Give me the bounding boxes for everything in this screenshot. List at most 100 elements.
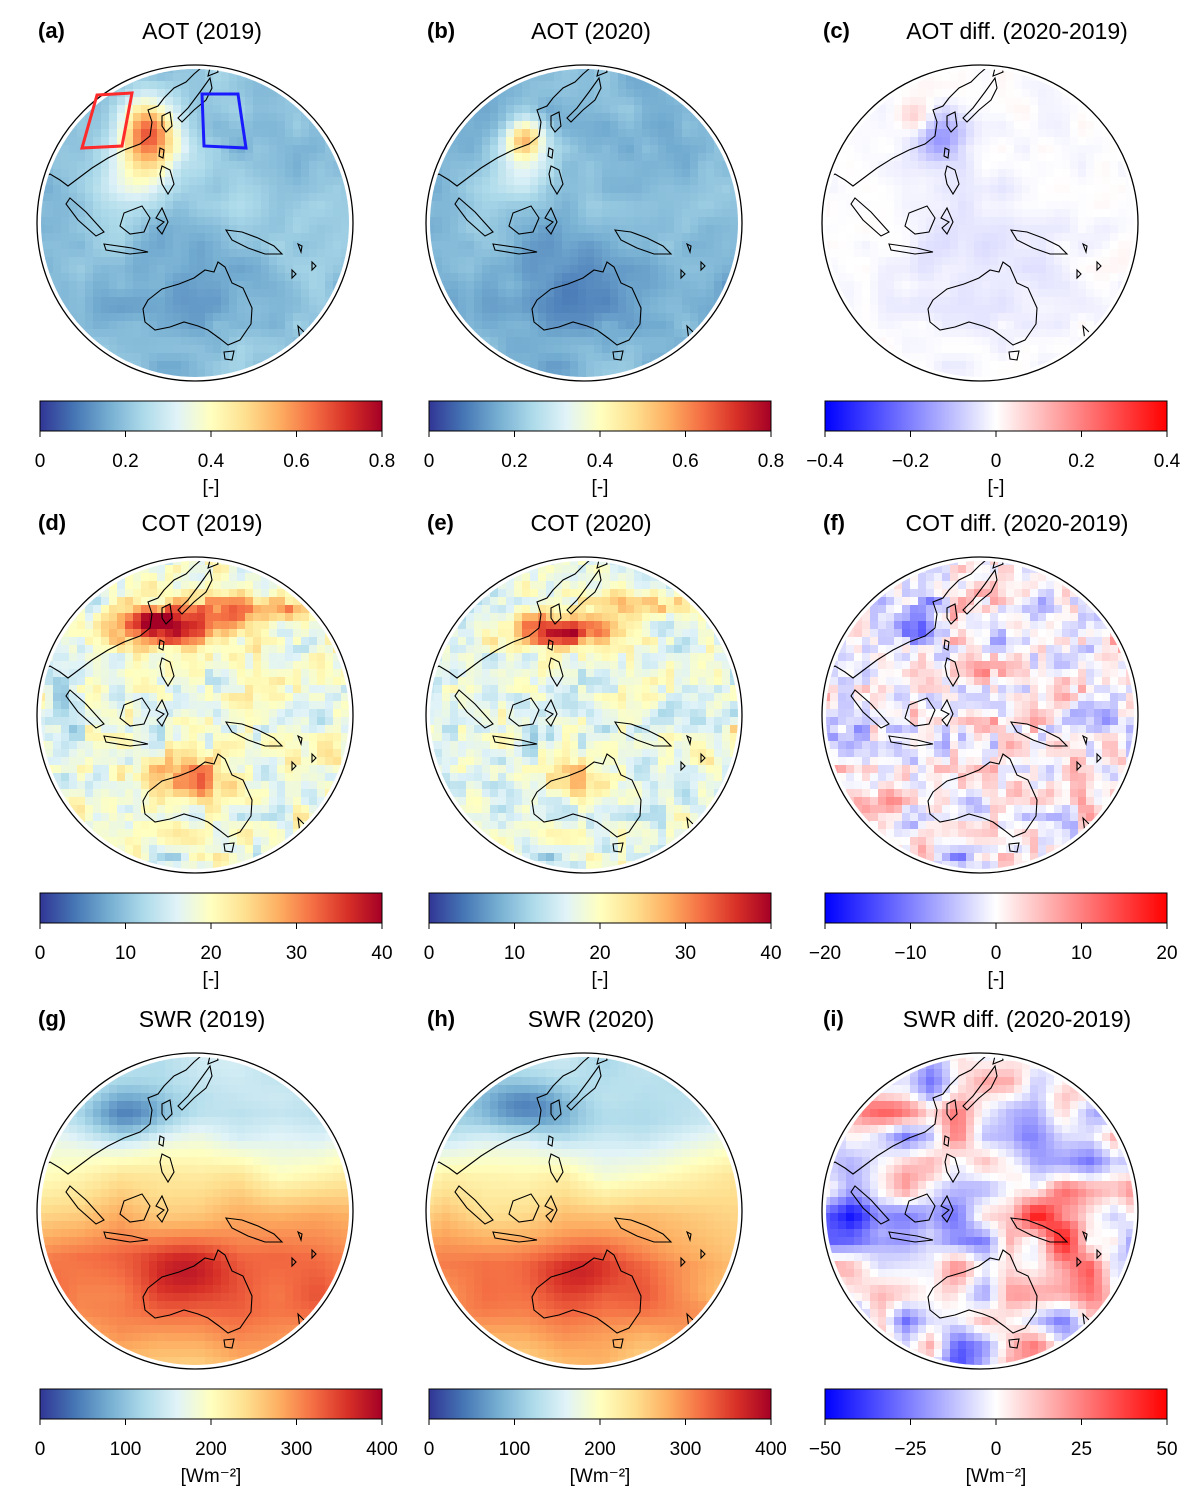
coastline xyxy=(962,76,998,123)
coastline xyxy=(700,752,706,764)
coastline xyxy=(531,1249,642,1334)
coastline xyxy=(159,1153,175,1184)
coastline xyxy=(291,1256,297,1268)
colorbar-tick-label: 50 xyxy=(1156,1439,1178,1460)
coastline xyxy=(492,735,538,747)
colorbar-tick-label: −50 xyxy=(808,1439,842,1460)
coastline xyxy=(943,639,950,651)
colorbar-tick-label: 0.2 xyxy=(501,451,528,472)
colorbar-tick-label: 30 xyxy=(285,943,308,964)
coastline xyxy=(944,165,960,196)
coastline xyxy=(1076,760,1082,772)
colorbar-tick-label: 20 xyxy=(200,943,222,964)
coastline xyxy=(548,1153,564,1184)
colorbar-tick-label: 30 xyxy=(674,943,697,964)
colorbar-gradient xyxy=(824,1388,1168,1420)
colorbar-tick-label: 0 xyxy=(34,451,46,472)
coastline xyxy=(65,689,105,729)
panel-label: (h) xyxy=(427,1006,456,1031)
colorbar-tick-label: 0.4 xyxy=(197,451,225,472)
colorbar-tick-label: 25 xyxy=(1070,1439,1093,1460)
colorbar-tick-label: 0.8 xyxy=(368,451,396,472)
coastline xyxy=(1009,1217,1069,1243)
coastline xyxy=(680,1256,686,1268)
coastline xyxy=(296,242,303,255)
colorbar-tick-label: −0.2 xyxy=(891,451,930,472)
colorbar-tick-label: −10 xyxy=(894,943,927,964)
coastline xyxy=(291,268,297,280)
coastline xyxy=(946,603,958,625)
coastline xyxy=(888,1231,934,1243)
coastline xyxy=(685,242,692,255)
colorbar-gradient xyxy=(428,1388,772,1420)
colorbar-gradient xyxy=(428,892,772,924)
globe-outline xyxy=(425,1052,743,1370)
colorbar-tick-label: 0 xyxy=(423,451,435,472)
globe-outline xyxy=(36,1052,354,1370)
coastline xyxy=(904,1193,936,1223)
coastline xyxy=(940,1194,954,1223)
colorbar-tick-label: 40 xyxy=(371,943,393,964)
panel-h: (h) SWR (2020) 0 100 200 300 400 [Wm⁻²] xyxy=(401,996,787,1487)
coastline xyxy=(531,261,642,346)
colorbar-tick-label: −20 xyxy=(808,943,842,964)
coastline xyxy=(41,1057,223,1175)
globe-map xyxy=(425,1052,743,1370)
panel-title: AOT (2020) xyxy=(531,18,651,44)
coastline xyxy=(547,639,554,651)
colorbar xyxy=(39,1388,383,1425)
colorbar-tick-label: 20 xyxy=(1156,943,1178,964)
globe-map xyxy=(425,556,743,874)
colorbar-tick-label: 100 xyxy=(498,1439,531,1460)
coastline xyxy=(927,753,1038,838)
coastline xyxy=(680,268,686,280)
data-field xyxy=(826,69,1134,377)
colorbar-tick-label: 40 xyxy=(760,943,782,964)
data-field xyxy=(430,561,738,869)
colorbar-tick-label: 400 xyxy=(755,1439,787,1460)
panel-label: (c) xyxy=(823,18,850,43)
colorbar-tick-label: 0 xyxy=(423,943,435,964)
colorbar-tick-label: 0 xyxy=(34,943,46,964)
coastlines xyxy=(430,1057,706,1353)
colorbar-tick-label: 200 xyxy=(584,1439,616,1460)
coastline xyxy=(103,1231,149,1243)
coastline xyxy=(550,111,562,133)
coastline xyxy=(962,568,998,615)
coastline xyxy=(41,69,223,187)
panel-label: (d) xyxy=(38,510,67,535)
coastline xyxy=(904,697,936,727)
coastline xyxy=(826,69,1008,187)
colorbar-tick-label: 0.6 xyxy=(672,451,699,472)
coastline xyxy=(544,698,558,727)
colorbar-tick-label: 0.2 xyxy=(112,451,139,472)
coastline xyxy=(223,842,235,853)
coastline xyxy=(224,721,284,747)
colorbar-tick-label: 0.2 xyxy=(1068,451,1095,472)
coastline xyxy=(550,1099,562,1121)
colorbar-unit: [-] xyxy=(591,477,609,498)
coastline xyxy=(1008,1338,1020,1349)
colorbar-tick-label: 0 xyxy=(990,943,1002,964)
coastline xyxy=(119,697,151,727)
coastline xyxy=(700,260,706,272)
globe-outline xyxy=(425,556,743,874)
data-field xyxy=(430,1057,738,1365)
coastline xyxy=(1008,842,1020,853)
coastline xyxy=(161,603,173,625)
coastline xyxy=(224,229,284,255)
panel-title: SWR (2019) xyxy=(138,1006,266,1032)
coastlines xyxy=(826,69,1102,365)
coastline xyxy=(155,206,169,235)
colorbar-unit: [-] xyxy=(202,477,220,498)
panel-a: (a) AOT (2019) 0 0.2 0.4 0.6 0.8 [-] xyxy=(12,8,396,498)
panel-f: (f) COT diff. (2020-2019) −20 −10 0 10 20 [-] xyxy=(797,500,1178,990)
coastline xyxy=(159,657,175,688)
panel-title: COT (2020) xyxy=(530,510,652,536)
coastline xyxy=(296,734,303,747)
coastline xyxy=(508,1193,540,1223)
colorbar-gradient xyxy=(428,400,772,432)
coastline xyxy=(159,165,175,196)
coastline xyxy=(158,639,165,651)
coastline xyxy=(566,568,602,615)
